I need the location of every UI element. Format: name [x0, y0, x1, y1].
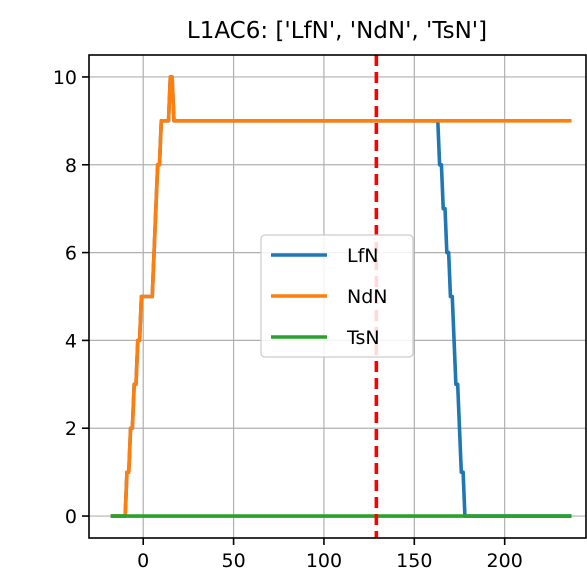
y-tick-label: 8	[65, 155, 77, 177]
series-line-ndn	[110, 75, 572, 518]
y-tick-label: 4	[65, 330, 77, 352]
axes	[88, 54, 587, 539]
legend-label-tsn: TsN	[346, 327, 380, 349]
legend-box	[260, 234, 414, 358]
plot-frame	[88, 54, 587, 539]
y-tick-label: 6	[65, 243, 77, 265]
y-tick-label: 10	[53, 67, 77, 89]
x-tick-label: 100	[306, 550, 342, 572]
legend-label-lfn: LfN	[347, 245, 379, 267]
legend-label-ndn: NdN	[347, 286, 388, 308]
chart-title: L1AC6: ['LfN', 'NdN', 'TsN']	[187, 18, 487, 44]
y-tick-label: 0	[65, 506, 77, 528]
series-lines	[110, 55, 572, 538]
legend: LfN NdN TsN	[260, 234, 414, 358]
ticks: 0 50 100 150 200 0 2 4 6 8 10	[53, 67, 523, 572]
x-tick-label: 200	[487, 550, 523, 572]
x-tick-label: 50	[221, 550, 245, 572]
y-tick-label: 2	[65, 418, 77, 440]
x-tick-label: 0	[137, 550, 149, 572]
x-tick-label: 150	[396, 550, 432, 572]
